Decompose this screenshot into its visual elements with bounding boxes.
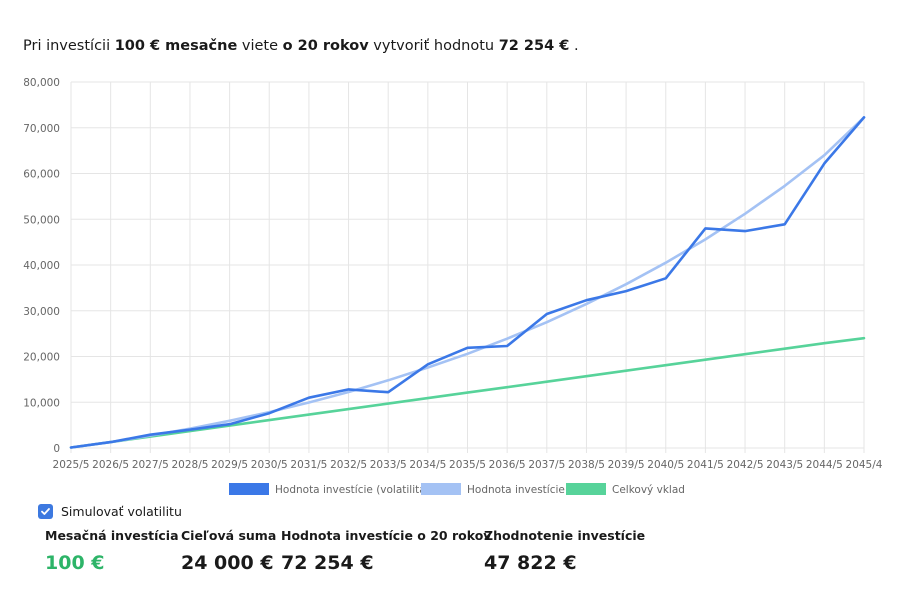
x-tick-label: 2027/5 — [132, 459, 169, 471]
stat-value: 100 € — [45, 552, 105, 574]
legend-swatch[interactable] — [421, 483, 461, 495]
stat-label: Zhodnotenie investície — [484, 528, 646, 543]
checkbox-checked-icon[interactable] — [38, 504, 53, 519]
x-tick-label: 2043/5 — [766, 459, 803, 471]
stat-label: Hodnota investície o 20 rokov — [281, 528, 492, 543]
headline-suffix: . — [569, 38, 579, 54]
headline-mid2: vytvoriť hodnotu — [368, 38, 499, 54]
y-tick-label: 20,000 — [23, 352, 60, 364]
simulate-volatility-toggle[interactable]: Simulovať volatilitu — [38, 504, 182, 519]
y-tick-label: 40,000 — [23, 260, 60, 272]
stat-monthly-investment: Mesačná investícia 100 € — [45, 528, 179, 574]
x-tick-label: 2041/5 — [687, 459, 724, 471]
series — [69, 116, 866, 449]
headline-value: 72 254 € — [498, 38, 570, 54]
stat-value: 47 822 € — [484, 552, 577, 574]
x-tick-label: 2035/5 — [449, 459, 486, 471]
stat-value: 72 254 € — [281, 552, 374, 574]
x-tick-label: 2032/5 — [330, 459, 367, 471]
stat-appreciation: Zhodnotenie investície 47 822 € — [484, 528, 645, 574]
headline: Pri investícii 100 € mesačne viete o 20 … — [23, 38, 579, 54]
stat-value: 24 000 € — [181, 552, 274, 574]
investment-chart: 0 10,000 20,000 30,000 40,000 50,000 60,000 70,… — [23, 77, 883, 471]
headline-mid1: viete — [237, 38, 283, 54]
y-tick-label: 80,000 — [23, 77, 60, 89]
chart-legend: Hodnota investície (volatilita) Hodnota i… — [229, 483, 685, 496]
stat-investment-value-20y: Hodnota investície o 20 rokov 72 254 € — [281, 528, 491, 574]
x-tick-label: 2026/5 — [92, 459, 129, 471]
x-tick-label: 2037/5 — [528, 459, 565, 471]
x-tick-label: 2025/5 — [53, 459, 90, 471]
stat-target-amount: Cieľová suma 24 000 € — [181, 528, 276, 574]
x-tick-label: 2033/5 — [370, 459, 407, 471]
y-tick-label: 10,000 — [23, 397, 60, 409]
legend-label[interactable]: Hodnota investície (volatilita) — [275, 484, 430, 496]
x-tick-label: 2031/5 — [290, 459, 327, 471]
x-tick-label: 2039/5 — [608, 459, 645, 471]
headline-prefix: Pri investícii — [23, 38, 115, 54]
series-line-smooth — [69, 116, 866, 449]
grid — [70, 81, 865, 453]
summary-stats: Mesačná investícia 100 € Cieľová suma 24… — [0, 528, 906, 588]
x-tick-label: 2038/5 — [568, 459, 605, 471]
legend-label[interactable]: Celkový vklad — [612, 484, 685, 496]
headline-monthly: 100 € mesačne — [114, 38, 238, 54]
y-axis: 0 10,000 20,000 30,000 40,000 50,000 60,000 70,… — [23, 77, 60, 455]
x-tick-label: 2034/5 — [409, 459, 446, 471]
x-tick-label: 2045/4 — [846, 459, 883, 471]
x-tick-label: 2028/5 — [171, 459, 208, 471]
y-tick-label: 30,000 — [23, 306, 60, 318]
legend-swatch[interactable] — [566, 483, 606, 495]
stat-label: Cieľová suma — [181, 528, 277, 543]
simulate-volatility-label: Simulovať volatilitu — [61, 504, 182, 519]
legend-swatch[interactable] — [229, 483, 269, 495]
y-tick-label: 70,000 — [23, 123, 60, 135]
x-tick-label: 2030/5 — [251, 459, 288, 471]
y-tick-label: 60,000 — [23, 169, 60, 181]
y-tick-label: 50,000 — [23, 214, 60, 226]
series-line-volatile — [69, 116, 866, 449]
x-tick-label: 2042/5 — [727, 459, 764, 471]
x-axis: 2025/5 2026/5 2027/5 2028/5 2029/5 2030/5 2031… — [53, 459, 883, 471]
stat-label: Mesačná investícia — [45, 528, 179, 543]
series-line-deposit — [69, 336, 866, 449]
headline-years: o 20 rokov — [282, 38, 369, 54]
x-tick-label: 2040/5 — [647, 459, 684, 471]
x-tick-label: 2044/5 — [806, 459, 843, 471]
x-tick-label: 2036/5 — [489, 459, 526, 471]
legend-label[interactable]: Hodnota investície — [467, 484, 565, 496]
x-tick-label: 2029/5 — [211, 459, 248, 471]
y-tick-label: 0 — [53, 443, 60, 455]
